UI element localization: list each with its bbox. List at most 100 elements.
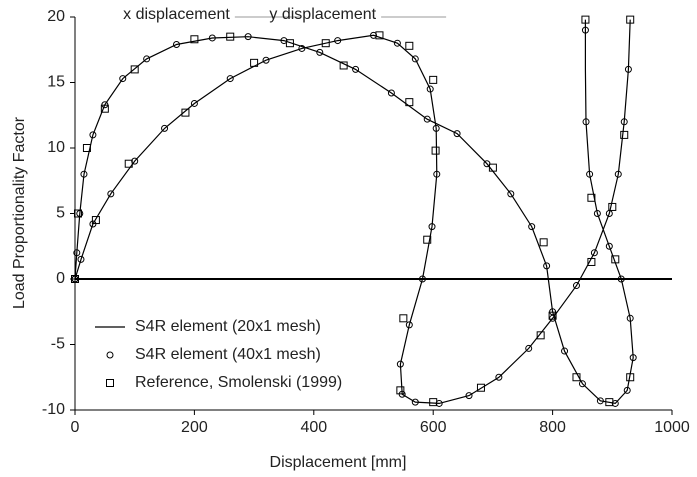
circle-marker bbox=[244, 33, 252, 41]
square-marker bbox=[405, 98, 414, 107]
circle-marker bbox=[629, 354, 637, 362]
square-marker bbox=[429, 75, 438, 84]
y-axis-title: Load Proportionality Factor bbox=[11, 116, 28, 309]
circle-marker bbox=[620, 118, 628, 126]
circle-marker bbox=[172, 41, 180, 49]
circle-marker bbox=[352, 65, 360, 73]
legend-label: S4R element (40x1 mesh) bbox=[135, 346, 321, 363]
square-marker bbox=[91, 216, 100, 225]
square-marker bbox=[250, 58, 259, 67]
square-marker bbox=[73, 209, 82, 218]
square-marker bbox=[488, 163, 497, 172]
square-marker bbox=[226, 32, 235, 41]
square-marker bbox=[620, 130, 629, 139]
circle-marker bbox=[426, 85, 434, 93]
square-marker bbox=[587, 193, 596, 202]
square-marker bbox=[130, 65, 139, 74]
circle-marker bbox=[465, 392, 473, 400]
square-marker bbox=[626, 373, 635, 382]
legend-label: Reference, Smolenski (1999) bbox=[135, 374, 342, 391]
square-marker bbox=[605, 398, 614, 407]
circle-marker bbox=[298, 44, 306, 52]
y-tick-label: 20 bbox=[47, 8, 65, 25]
circle-marker bbox=[561, 347, 569, 355]
circle-marker bbox=[80, 170, 88, 178]
circle-marker bbox=[586, 170, 594, 178]
circle-marker bbox=[387, 89, 395, 97]
circle-marker bbox=[626, 314, 634, 322]
circle-marker bbox=[77, 255, 85, 263]
circle-marker bbox=[73, 249, 81, 257]
square-marker bbox=[124, 159, 133, 168]
circle-marker bbox=[119, 75, 127, 83]
circle-marker bbox=[423, 115, 431, 123]
circle-marker bbox=[208, 34, 216, 42]
circle-marker bbox=[411, 398, 419, 406]
legend-swatch bbox=[106, 351, 114, 359]
square-marker bbox=[285, 39, 294, 48]
square-marker bbox=[405, 41, 414, 50]
x-tick-label: 800 bbox=[539, 419, 566, 436]
circle-marker bbox=[411, 55, 419, 63]
circle-marker bbox=[433, 170, 441, 178]
square-marker bbox=[71, 275, 79, 283]
circle-marker bbox=[370, 31, 377, 39]
circle-marker bbox=[131, 157, 139, 165]
circle-marker bbox=[405, 321, 413, 329]
circle-marker bbox=[262, 56, 270, 64]
square-marker bbox=[626, 15, 635, 24]
circle-marker bbox=[578, 380, 586, 388]
square-marker bbox=[548, 311, 557, 320]
circle-marker bbox=[581, 26, 589, 34]
circle-marker bbox=[614, 170, 622, 178]
circle-marker bbox=[89, 131, 97, 139]
annotation: y displacement bbox=[269, 6, 376, 23]
square-marker bbox=[396, 386, 405, 395]
circle-marker bbox=[596, 397, 604, 405]
circle-marker bbox=[528, 223, 536, 231]
circle-marker bbox=[190, 99, 198, 107]
circle-marker bbox=[593, 210, 601, 217]
square-marker bbox=[536, 331, 545, 340]
circle-marker bbox=[334, 37, 342, 45]
x-tick-label: 600 bbox=[420, 419, 447, 436]
x-tick-label: 200 bbox=[181, 419, 208, 436]
circle-marker bbox=[107, 190, 115, 198]
y-tick-label: 10 bbox=[47, 139, 65, 156]
circle-marker bbox=[543, 262, 551, 270]
x-tick-label: 0 bbox=[71, 419, 80, 436]
square-marker bbox=[431, 146, 440, 155]
circle-marker bbox=[396, 360, 404, 368]
circle-marker bbox=[161, 124, 169, 132]
circle-marker bbox=[590, 249, 598, 257]
series-line bbox=[74, 19, 634, 405]
circle-marker bbox=[572, 282, 580, 290]
x-tick-label: 1000 bbox=[654, 419, 690, 436]
square-marker bbox=[321, 39, 330, 48]
square-marker bbox=[611, 255, 620, 264]
square-marker bbox=[429, 398, 438, 407]
square-marker bbox=[82, 144, 91, 152]
circle-marker bbox=[418, 275, 426, 283]
circle-marker bbox=[611, 399, 619, 407]
square-marker bbox=[190, 35, 199, 44]
square-marker bbox=[100, 104, 109, 113]
circle-marker bbox=[143, 55, 151, 63]
circle-marker bbox=[525, 344, 533, 352]
square-marker bbox=[339, 61, 348, 70]
y-tick-label: -10 bbox=[42, 401, 65, 418]
circle-marker bbox=[435, 399, 443, 407]
circle-marker bbox=[453, 130, 461, 138]
circle-marker bbox=[582, 118, 590, 126]
square-marker bbox=[423, 235, 432, 244]
circle-marker bbox=[316, 48, 324, 56]
circle-marker bbox=[605, 242, 613, 250]
square-marker bbox=[181, 108, 190, 117]
y-tick-label: 0 bbox=[56, 270, 65, 287]
circle-marker bbox=[280, 37, 288, 45]
circle-marker bbox=[226, 75, 234, 83]
circle-marker bbox=[617, 275, 625, 283]
x-tick-label: 400 bbox=[300, 419, 327, 436]
square-marker bbox=[375, 31, 384, 40]
circle-marker bbox=[432, 124, 440, 132]
